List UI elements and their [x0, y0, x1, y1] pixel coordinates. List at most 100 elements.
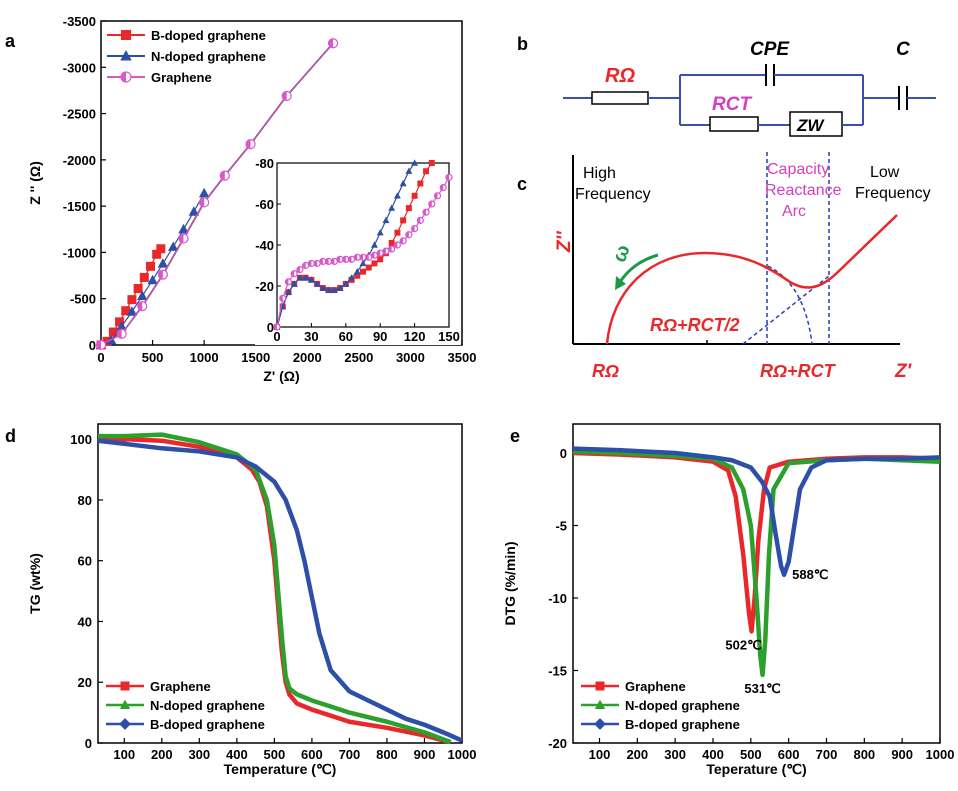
- data-point: [133, 284, 143, 294]
- label-zw: ZW: [796, 116, 825, 135]
- inset-data-point: [302, 274, 310, 281]
- inset-data-point: [348, 274, 355, 281]
- series-b-doped-graphene: [97, 438, 463, 743]
- inset-x-tick-label: 30: [304, 329, 318, 344]
- data-point: [147, 274, 158, 285]
- inset-x-tick-label: 150: [438, 329, 460, 344]
- inset-data-point: [336, 284, 344, 291]
- inset-x-tick-label: 90: [373, 329, 387, 344]
- schematic-x-label: Z': [894, 361, 913, 382]
- plot-frame: [97, 423, 463, 744]
- label-high: High: [583, 165, 616, 182]
- legend-label: B-doped graphene: [150, 717, 265, 732]
- inset-data-point: [371, 260, 378, 267]
- inset-data-point: [376, 249, 384, 257]
- x-tick-label: 800: [376, 747, 398, 762]
- data-point: [178, 233, 189, 244]
- series-line: [98, 432, 452, 745]
- inset-data-point: [313, 280, 321, 287]
- inset-data-point: [307, 276, 315, 283]
- x-tick-label: 3000: [396, 350, 425, 365]
- inset-y-tick-label: -60: [255, 197, 274, 212]
- data-point: [327, 38, 339, 49]
- x-tick-label: 1000: [448, 747, 477, 762]
- inset-data-point: [370, 251, 379, 259]
- inset-data-point: [428, 200, 436, 208]
- inset-data-point: [319, 284, 327, 291]
- inset-data-point: [400, 217, 407, 224]
- inset-data-point: [428, 160, 435, 166]
- series-line: [572, 446, 941, 578]
- data-point: [245, 139, 256, 150]
- data-point: [188, 206, 200, 216]
- inset-y-tick-label: 0: [267, 320, 274, 335]
- data-point: [116, 321, 127, 331]
- x-axis-label: Teperature (℃): [706, 761, 806, 777]
- x-tick-label: 400: [226, 747, 248, 762]
- y-tick-label: -2500: [63, 107, 96, 122]
- y-tick-label: 20: [78, 675, 92, 690]
- legend-marker: [120, 681, 130, 691]
- inset-data-point: [342, 280, 350, 287]
- inset-data-point: [313, 259, 321, 268]
- inset-data-point: [354, 272, 361, 279]
- x-tick-label: 1000: [190, 350, 219, 365]
- y-tick-label: -3000: [63, 60, 96, 75]
- omega-arrow: [618, 253, 659, 283]
- x-tick-label: 500: [740, 747, 762, 762]
- inset-background: [255, 159, 461, 345]
- inset-data-point: [422, 208, 430, 216]
- y-tick-label: -20: [548, 736, 567, 751]
- inset-data-point: [359, 253, 367, 261]
- inset-data-point: [325, 257, 333, 265]
- inset-data-point: [417, 180, 424, 187]
- inset-data-point: [377, 256, 384, 263]
- y-tick-label: 0: [85, 736, 92, 751]
- x-tick-label: 400: [702, 747, 724, 762]
- x-tick-label: 0: [97, 350, 104, 365]
- panel-a-nyquist-plot: 0 500 1000 1500 2000 2500 3000 35000-500-1000-1…: [27, 14, 476, 384]
- legend-label: Graphene: [150, 679, 211, 694]
- legend-label: N-doped graphene: [151, 49, 266, 64]
- data-point: [157, 269, 168, 280]
- x-tick-label: 700: [339, 747, 361, 762]
- panel-e-dtg-plot: 100 200 300 400 500 600 700 800 900 1000 0 -5 -10 -15…: [502, 423, 954, 777]
- y-tick-label: -3500: [63, 14, 96, 29]
- inset-data-point: [405, 167, 413, 174]
- inset-data-point: [376, 229, 384, 236]
- legend-label: B-doped graphene: [151, 28, 266, 43]
- data-point: [146, 261, 156, 271]
- y-tick-label: -2000: [63, 153, 96, 168]
- inset-data-point: [388, 239, 395, 246]
- inset-data-point: [296, 266, 304, 274]
- inset-data-point: [405, 205, 412, 212]
- inset-data-point: [445, 173, 453, 181]
- inset-data-point: [285, 288, 292, 295]
- inset-data-point: [416, 216, 424, 224]
- y-tick-label: -1000: [63, 245, 96, 260]
- inset-y-tick-label: -20: [255, 279, 274, 294]
- label-r-omega: RΩ: [605, 65, 635, 87]
- y-tick-label: 60: [78, 554, 92, 569]
- inset-data-point: [393, 241, 401, 249]
- y-tick-label: -1500: [63, 199, 96, 214]
- legend-label: N-doped graphene: [150, 698, 265, 713]
- x-tick-label: 2500: [344, 350, 373, 365]
- inset-y-tick-label: -40: [255, 238, 274, 253]
- legend-label: Graphene: [625, 679, 686, 694]
- legend-marker: [119, 699, 131, 710]
- data-point: [95, 339, 107, 351]
- y-tick-label: -500: [70, 292, 96, 307]
- inset-data-point: [411, 225, 419, 233]
- nyquist-curve: [605, 214, 898, 345]
- y-tick-label: -5: [555, 519, 567, 534]
- label-r-ct: RCT: [712, 94, 752, 115]
- y-tick-label: 80: [78, 493, 92, 508]
- resistor-r-omega: [591, 91, 649, 105]
- y-tick-label: 0: [560, 446, 567, 461]
- inset-plot: 0 30 60 90 120 150 0 -20 -40 -60 -80: [255, 156, 461, 345]
- inset-data-point: [411, 159, 419, 166]
- inset-data-point: [353, 268, 361, 275]
- inset-data-point: [353, 253, 361, 261]
- y-axis-label: DTG (%/min): [502, 542, 518, 626]
